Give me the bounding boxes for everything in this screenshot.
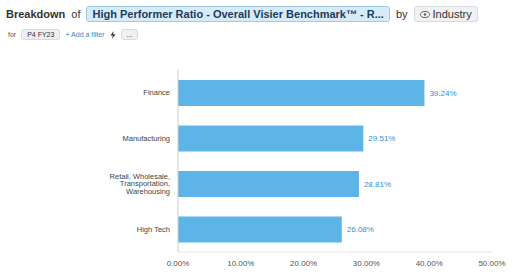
html-text:by: by	[395, 8, 408, 20]
svg-text:Finance: Finance	[143, 88, 170, 97]
svg-text:0.00%: 0.00%	[167, 259, 190, 268]
html-text:P4 FY23: P4 FY23	[27, 31, 55, 38]
html-text:Breakdown: Breakdown	[6, 8, 66, 20]
svg-text:29.51%: 29.51%	[368, 134, 395, 143]
html-text:+ Add a filter: + Add a filter	[65, 31, 105, 38]
svg-text:28.81%: 28.81%	[364, 180, 391, 189]
svg-text:20.00%: 20.00%	[290, 259, 317, 268]
svg-text:30.00%: 30.00%	[353, 259, 380, 268]
svg-text:Manufacturing: Manufacturing	[122, 134, 170, 143]
svg-text:39.24%: 39.24%	[429, 89, 456, 98]
svg-text:High Tech: High Tech	[137, 225, 170, 234]
html-text:Industry: Industry	[432, 8, 472, 20]
svg-text:26.08%: 26.08%	[347, 225, 374, 234]
html-text:of: of	[71, 8, 81, 20]
html-text:High Performer Ratio - Overall: High Performer Ratio - Overall Visier Be…	[92, 8, 384, 20]
svg-text:50.00%: 50.00%	[478, 259, 504, 268]
html-text:for: for	[8, 31, 17, 38]
svg-text:10.00%: 10.00%	[227, 259, 254, 268]
svg-text:Retail, Wholesale,Transportati: Retail, Wholesale,Transportation,Warehou…	[110, 172, 170, 196]
svg-text:40.00%: 40.00%	[416, 259, 443, 268]
